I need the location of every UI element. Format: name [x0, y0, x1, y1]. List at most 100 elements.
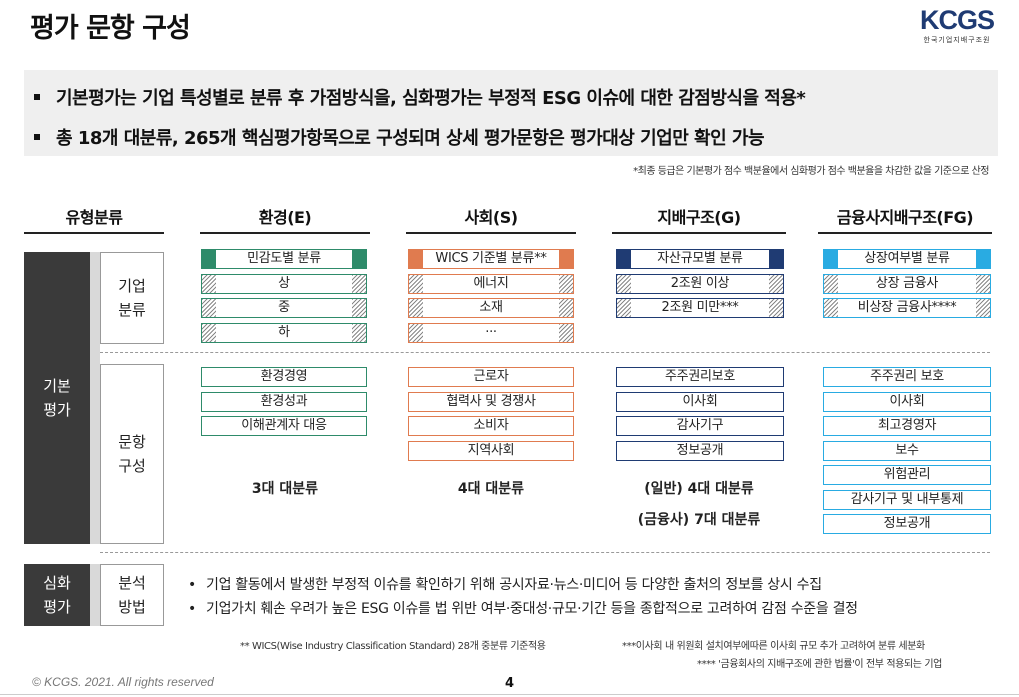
env-class-item: 하	[201, 322, 367, 343]
env-comp-item: 환경경영	[201, 367, 367, 387]
logo-sub-text: 한국기업지배구조원	[923, 36, 991, 44]
hatch-pattern	[202, 274, 216, 293]
fin-comp-item: 정보공개	[823, 514, 991, 534]
copyright: © KCGS. 2021. All rights reserved	[32, 675, 214, 689]
bullet-dot: •	[188, 577, 196, 593]
square-bullet-icon	[34, 134, 40, 140]
fin-comp-item: 이사회	[823, 391, 991, 412]
gov-class-item: 2조원 이상	[616, 273, 784, 294]
cell-text: 에너지	[473, 275, 509, 291]
soc-class-header: WICS 기준별 분류**	[408, 249, 574, 269]
cell-text: 2조원 이상	[670, 275, 730, 291]
deep-bullet-text: 기업가치 훼손 우려가 높은 ESG 이슈를 법 위반 여부·중대성·규모·기간…	[206, 601, 858, 617]
hatch-pattern	[769, 274, 783, 293]
hatch-pattern	[976, 274, 990, 293]
gov-comp-item: 감사기구	[616, 416, 784, 436]
cell-text: 소재	[479, 300, 503, 315]
cell-text: 중	[278, 300, 290, 315]
deep-bullet: • 기업가치 훼손 우려가 높은 ESG 이슈를 법 위반 여부·중대성·규모·기…	[188, 598, 858, 618]
color-bar	[202, 250, 216, 268]
hatch-pattern	[352, 299, 366, 317]
cell-text: WICS 기준별 분류**	[435, 251, 547, 266]
gov-comp-item: 이사회	[616, 391, 784, 412]
cell-text: 비상장 금융사****	[857, 300, 957, 315]
fin-comp-item: 감사기구 및 내부통제	[823, 489, 991, 510]
soc-comp-item: 협력사 및 경쟁사	[408, 391, 574, 412]
hatch-pattern	[976, 299, 990, 317]
divider	[100, 552, 990, 553]
soc-class-item: 소재	[408, 298, 574, 318]
cell-text: 2조원 미만***	[661, 300, 739, 315]
hatch-pattern	[559, 274, 573, 293]
summary-box: 기본평가는 기업 특성별로 분류 후 가점방식을, 심화평가는 부정적 ESG …	[24, 70, 998, 156]
env-class-item: 중	[201, 298, 367, 318]
fin-class-item: 상장 금융사	[823, 273, 991, 294]
color-bar	[409, 250, 423, 268]
footnote-financial: **** '금융회사의 지배구조에 관한 법률'이 전부 적용되는 기업	[697, 659, 942, 670]
basic-eval-label: 기본 평가	[24, 252, 90, 544]
color-bar	[559, 250, 573, 268]
header-type: 유형분류	[65, 208, 123, 227]
header-soc: 사회(S)	[464, 208, 518, 227]
header-env: 환경(E)	[258, 208, 312, 227]
method-label: 분석 방법	[100, 564, 164, 626]
gov-comp-item: 정보공개	[616, 440, 784, 461]
hatch-pattern	[352, 323, 366, 342]
divider	[100, 352, 990, 353]
soc-count: 4대 대분류	[457, 481, 525, 497]
cell-text: 자산규모별 분류	[657, 251, 743, 266]
gov-class-header: 자산규모별 분류	[616, 249, 784, 269]
hatch-pattern	[824, 274, 838, 293]
deep-bullet-text: 기업 활동에서 발생한 부정적 이슈를 확인하기 위해 공시자료·뉴스·미디어 …	[206, 577, 822, 593]
label-connector	[90, 252, 100, 544]
logo-main-text: KCGS	[919, 5, 995, 35]
page-title: 평가 문항 구성	[30, 13, 191, 44]
gov-count-general: (일반) 4대 대분류	[644, 481, 754, 497]
hatch-pattern	[409, 274, 423, 293]
hatch-pattern	[617, 274, 631, 293]
header-gov: 지배구조(G)	[657, 208, 741, 227]
gov-count-financial: (금융사) 7대 대분류	[637, 512, 761, 528]
color-bar	[769, 250, 783, 268]
cell-text: ···	[485, 324, 497, 340]
fin-comp-item: 최고경영자	[823, 416, 991, 436]
hatch-pattern	[202, 323, 216, 342]
summary-item: 기본평가는 기업 특성별로 분류 후 가점방식을, 심화평가는 부정적 ESG …	[34, 84, 806, 110]
header-underline	[200, 232, 370, 234]
grade-note: *최종 등급은 기본평가 점수 백분율에서 심화평가 점수 백분율을 차감한 값…	[633, 166, 989, 177]
hatch-pattern	[352, 274, 366, 293]
hatch-pattern	[202, 299, 216, 317]
soc-comp-item: 소비자	[408, 416, 574, 436]
hatch-pattern	[409, 323, 423, 342]
summary-text: 총 18개 대분류, 265개 핵심평가항목으로 구성되며 상세 평가문항은 평…	[56, 128, 765, 149]
fin-comp-item: 보수	[823, 440, 991, 461]
footnote-board: ***이사회 내 위원회 설치여부에따른 이사회 규모 추가 고려하여 분류 세…	[622, 641, 925, 652]
deep-eval-label: 심화 평가	[24, 564, 90, 626]
label-connector	[90, 564, 100, 626]
summary-text: 기본평가는 기업 특성별로 분류 후 가점방식을, 심화평가는 부정적 ESG …	[56, 88, 806, 109]
env-class-header: 민감도별 분류	[201, 249, 367, 269]
gov-comp-item: 주주권리보호	[616, 367, 784, 387]
company-class-label: 기업 분류	[100, 252, 164, 344]
summary-item: 총 18개 대분류, 265개 핵심평가항목으로 구성되며 상세 평가문항은 평…	[34, 124, 765, 150]
hatch-pattern	[559, 299, 573, 317]
header-underline	[612, 232, 786, 234]
hatch-pattern	[769, 299, 783, 317]
soc-comp-item: 근로자	[408, 367, 574, 387]
bottom-rule	[0, 694, 1019, 695]
header-underline	[818, 232, 992, 234]
cell-text: 상장여부별 분류	[864, 251, 950, 266]
hatch-pattern	[409, 299, 423, 317]
header-underline	[406, 232, 576, 234]
hatch-pattern	[617, 299, 631, 317]
fin-comp-item: 주주권리 보호	[823, 367, 991, 387]
header-underline	[24, 232, 164, 234]
item-comp-label: 문항 구성	[100, 364, 164, 544]
deep-bullet: • 기업 활동에서 발생한 부정적 이슈를 확인하기 위해 공시자료·뉴스·미디어…	[188, 574, 822, 594]
soc-comp-item: 지역사회	[408, 440, 574, 461]
color-bar	[976, 250, 990, 268]
hatch-pattern	[559, 323, 573, 342]
page-number: 4	[505, 676, 515, 691]
env-class-item: 상	[201, 273, 367, 294]
color-bar	[824, 250, 838, 268]
